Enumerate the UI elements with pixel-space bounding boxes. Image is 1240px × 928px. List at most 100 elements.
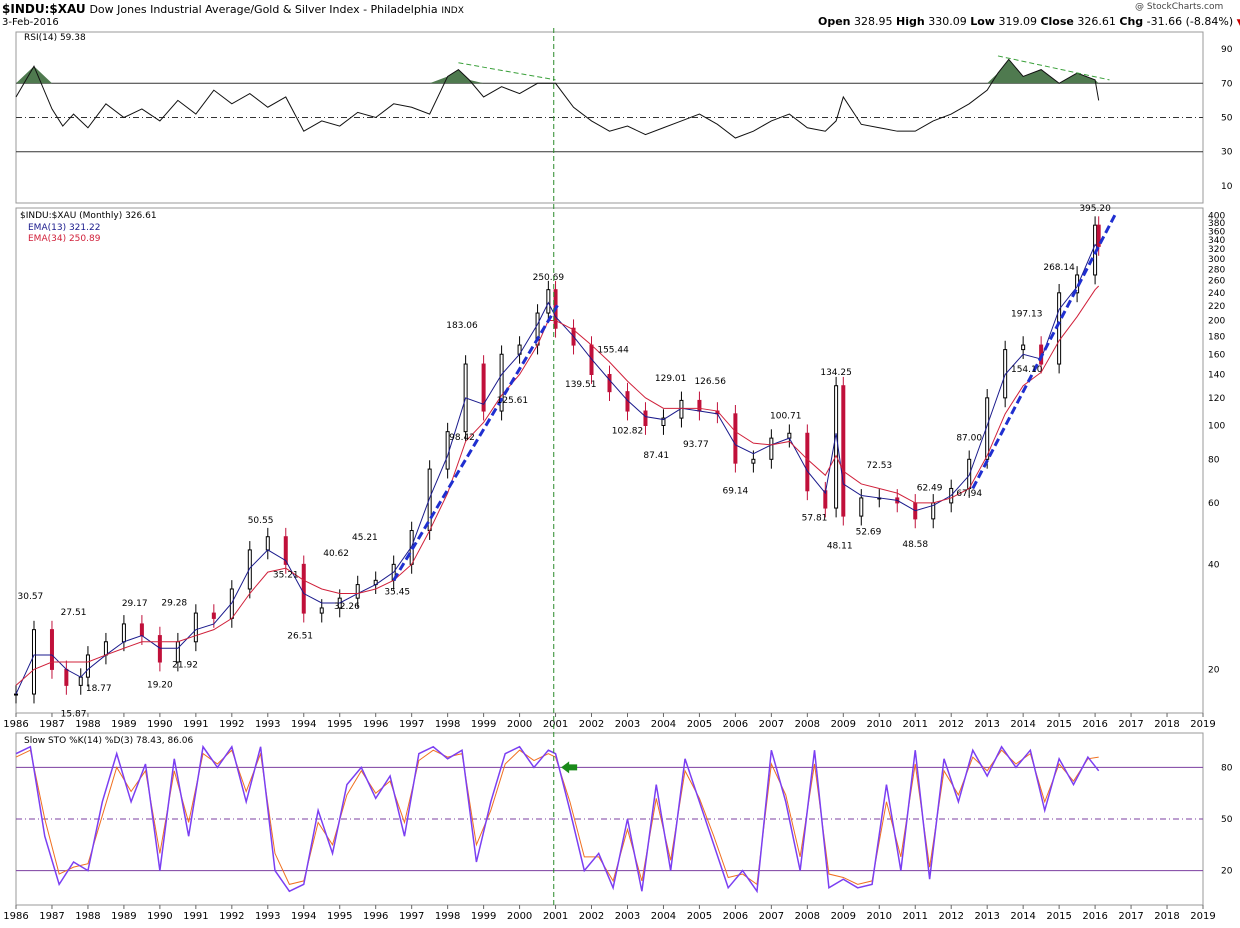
candle-body — [301, 563, 306, 614]
x-tick-label: 2014 — [1010, 719, 1035, 730]
x-tick-label: 1992 — [219, 719, 244, 730]
price-annotation: 48.58 — [902, 540, 928, 550]
x-tick-label: 1986 — [3, 719, 28, 730]
price-tick-label: 60 — [1208, 499, 1220, 509]
price-tick-label: 380 — [1208, 219, 1225, 229]
price-annotation: 395.20 — [1079, 204, 1111, 214]
price-annotation: 154.10 — [1011, 365, 1043, 375]
open-value: 328.95 — [854, 15, 893, 28]
x-tick-label: 2014 — [1010, 911, 1035, 922]
candle-body — [121, 623, 126, 643]
x-tick-label: 2006 — [723, 911, 748, 922]
ema34-legend: EMA(34) 250.89 — [28, 234, 101, 244]
low-label: Low — [970, 15, 995, 28]
price-annotation: 72.53 — [866, 461, 892, 471]
trendline — [971, 210, 1119, 490]
rsi-line — [15, 58, 1100, 139]
x-tick-label: 2018 — [1154, 911, 1179, 922]
price-annotation: 29.28 — [161, 599, 187, 609]
x-tick-label: 2011 — [903, 911, 928, 922]
candle-body — [265, 536, 270, 551]
rsi-divergence-line — [458, 62, 556, 81]
x-tick-label: 2008 — [795, 911, 820, 922]
price-annotation: 40.62 — [323, 549, 349, 559]
stoch-legend: Slow STO %K(14) %D(3) 78.43, 86.06 — [24, 736, 194, 746]
price-tick-label: 200 — [1208, 316, 1225, 326]
x-tick-label: 2013 — [974, 911, 999, 922]
rsi-tick-label: 90 — [1221, 45, 1233, 55]
x-tick-label: 2005 — [687, 911, 712, 922]
price-tick-label: 100 — [1208, 421, 1225, 431]
price-tick-label: 260 — [1208, 277, 1225, 287]
x-tick-label: 1988 — [75, 719, 100, 730]
x-tick-label: 2007 — [759, 911, 784, 922]
candle-body — [1003, 349, 1008, 399]
price-annotation: 18.77 — [86, 684, 112, 694]
high-label: High — [896, 15, 925, 28]
x-tick-label: 1994 — [291, 911, 316, 922]
price-annotation: 30.57 — [18, 592, 44, 602]
candle-body — [661, 417, 666, 426]
rsi-overbought-fill — [16, 59, 1099, 84]
x-tick-label: 1997 — [399, 911, 424, 922]
x-tick-label: 2009 — [831, 911, 856, 922]
candle-body — [355, 584, 360, 599]
candle-body — [283, 536, 288, 565]
candle-body — [78, 676, 83, 686]
symbol: $INDU:$XAU — [2, 2, 86, 16]
price-annotation: 57.81 — [802, 514, 828, 524]
price-annotation: 67.94 — [956, 489, 982, 499]
price-annotation: 45.21 — [352, 533, 378, 543]
candle-body — [859, 497, 864, 517]
price-annotation: 62.49 — [917, 484, 943, 494]
x-tick-label: 1990 — [147, 719, 172, 730]
candle-body — [103, 641, 108, 656]
price-annotation: 87.00 — [956, 434, 982, 444]
candle-body — [157, 635, 162, 663]
x-tick-label: 1999 — [471, 719, 496, 730]
price-annotation: 183.06 — [446, 321, 478, 331]
price-tick-label: 120 — [1208, 394, 1225, 404]
candle-body — [14, 693, 18, 696]
x-tick-label: 1986 — [3, 911, 28, 922]
price-annotation: 48.11 — [827, 541, 853, 551]
trendline — [392, 301, 561, 582]
x-tick-label: 1993 — [255, 719, 280, 730]
candle-body — [499, 353, 504, 412]
x-tick-label: 2013 — [974, 719, 999, 730]
chg-label: Chg — [1119, 15, 1144, 28]
price-tick-label: 340 — [1208, 236, 1225, 246]
x-tick-label: 2000 — [507, 719, 532, 730]
stoch-tick-label: 80 — [1221, 763, 1233, 773]
x-tick-label: 1998 — [435, 719, 460, 730]
price-tick-label: 80 — [1208, 455, 1220, 465]
price-annotation: 87.41 — [643, 451, 669, 461]
price-annotation: 52.69 — [856, 528, 882, 538]
x-tick-label: 2016 — [1082, 719, 1107, 730]
price-annotation: 26.51 — [287, 632, 313, 642]
rsi-tick-label: 50 — [1221, 114, 1233, 124]
stochastic-panel: 80 50 20 Slow STO %K(14) %D(3) 78.43, 86.06 — [15, 732, 1233, 906]
x-tick-label: 1991 — [183, 719, 208, 730]
price-annotation: 69.14 — [723, 486, 749, 496]
x-tick-label: 2007 — [759, 719, 784, 730]
price-tick-label: 160 — [1208, 350, 1225, 360]
chart-date: 3-Feb-2016 — [2, 17, 59, 28]
candle-body — [85, 654, 90, 678]
x-tick-label: 2012 — [938, 719, 963, 730]
price-tick-label: 300 — [1208, 255, 1225, 265]
x-tick-label: 1993 — [255, 911, 280, 922]
candle-body — [139, 623, 144, 637]
price-annotation: 197.13 — [1011, 310, 1043, 320]
x-tick-label: 1989 — [111, 911, 136, 922]
price-tick-label: 40 — [1208, 560, 1220, 570]
x-tick-label: 2012 — [938, 911, 963, 922]
x-tick-label: 1987 — [39, 911, 64, 922]
x-tick-label: 2001 — [543, 719, 568, 730]
price-annotation: 268.14 — [1043, 263, 1075, 273]
exchange: INDX — [441, 6, 464, 16]
x-tick-label: 2019 — [1190, 719, 1215, 730]
x-tick-label: 1996 — [363, 719, 388, 730]
price-legend: $INDU:$XAU (Monthly) 326.61 — [20, 211, 157, 221]
